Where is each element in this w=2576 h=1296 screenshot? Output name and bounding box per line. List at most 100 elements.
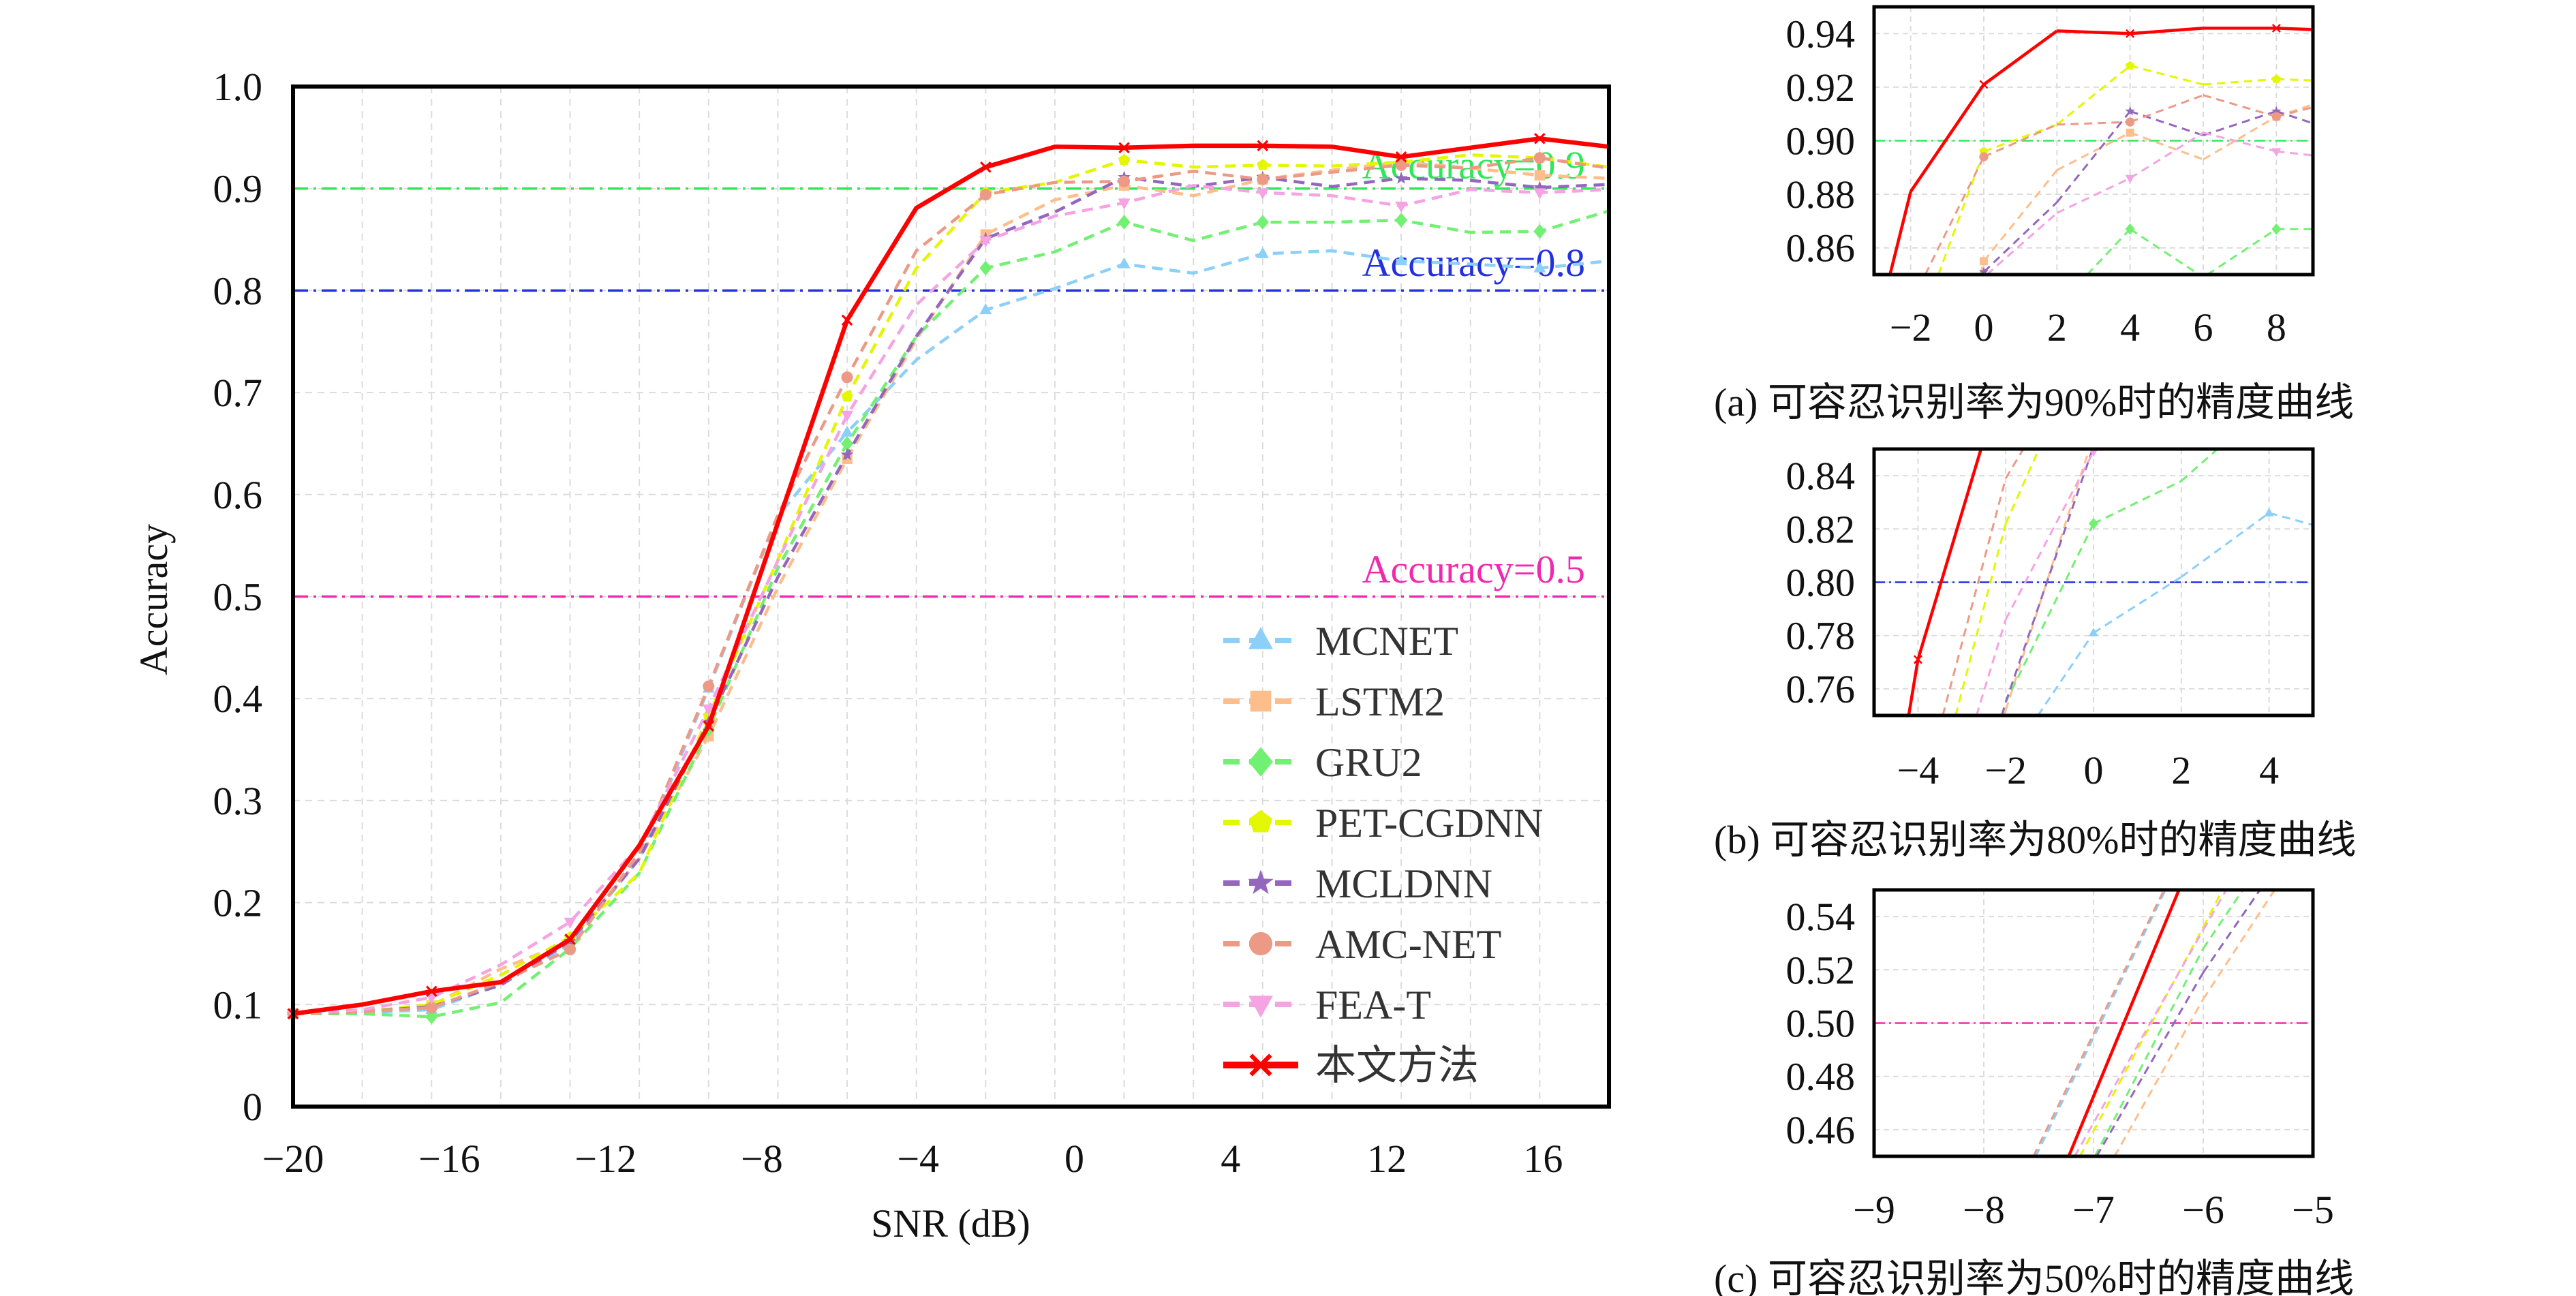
data-point-marker <box>980 161 992 173</box>
data-point-marker <box>841 425 854 437</box>
x-tick-label: −4 <box>897 1137 939 1181</box>
data-point-marker <box>564 943 577 956</box>
data-point-marker <box>2089 628 2098 636</box>
series-line-FEA-T <box>2073 889 2228 1157</box>
data-point-marker <box>1980 257 1988 266</box>
x-tick-label: 4 <box>2120 305 2140 350</box>
x-tick-label: −12 <box>574 1137 637 1181</box>
data-point-marker <box>2271 148 2282 157</box>
x-tick-label: 4 <box>1221 1137 1240 1181</box>
data-point-marker <box>1978 266 1989 277</box>
inset-caption: (c) 可容忍识别率为50%时的精度曲线 <box>1714 1256 2354 1296</box>
series-line-MCLDNN <box>1982 110 2314 275</box>
x-tick-label: 0 <box>2084 748 2104 792</box>
data-point-marker <box>840 448 854 461</box>
data-point-marker <box>2271 223 2282 235</box>
series-line-MCNET <box>2037 512 2314 716</box>
series-line-本文方法 <box>1907 448 1983 716</box>
data-point-marker <box>1395 213 1408 228</box>
y-tick-label: 0.2 <box>213 881 263 925</box>
data-point-marker <box>1257 159 1269 170</box>
legend-label: AMC-NET <box>1315 922 1501 967</box>
series-line <box>292 183 1610 1016</box>
data-point-marker <box>564 934 576 945</box>
x-tick-label: −16 <box>418 1137 480 1181</box>
data-point-marker <box>2126 117 2135 127</box>
legend-label: FEA-T <box>1315 983 1431 1028</box>
y-tick-label: 0.3 <box>213 779 263 823</box>
data-point-marker <box>1256 247 1269 258</box>
inset-caption: (a) 可容忍识别率为90%时的精度曲线 <box>1714 380 2354 425</box>
data-point-marker <box>1118 175 1131 187</box>
x-tick-label: 4 <box>2259 748 2279 792</box>
data-point-marker <box>2126 128 2134 137</box>
main-plot: 0 0.1 0.2 0.3 0.4 0.5 0.6 0.7 0.8 0.9 1.0 −20 −16 −12… <box>132 65 1611 1246</box>
plot-frame <box>1872 447 2315 718</box>
legend-marker <box>1248 810 1273 833</box>
x-tick-label: −6 <box>2182 1188 2224 1232</box>
legend-marker <box>1248 747 1273 777</box>
y-tick-label: 0.9 <box>213 167 263 211</box>
legend-marker <box>1248 869 1274 895</box>
x-tick-label: −5 <box>2292 1188 2334 1232</box>
y-tick-label: 0.88 <box>1786 172 1856 217</box>
legend-label: PET-CGDNN <box>1315 801 1543 846</box>
data-point-marker <box>1257 173 1269 185</box>
data-point-marker <box>841 436 854 451</box>
data-point-marker <box>1534 133 1546 144</box>
series-line-AMC-NET <box>1942 448 2025 716</box>
x-tick-label: 2 <box>2047 305 2067 350</box>
data-point-marker <box>1118 257 1131 268</box>
data-point-marker <box>1979 152 1989 161</box>
y-tick-label: 1.0 <box>213 65 263 109</box>
x-tick-label: −4 <box>1897 748 1939 792</box>
x-axis-label: SNR (dB) <box>871 1201 1030 1246</box>
series-line-PET-CGDNN <box>1954 448 2040 716</box>
legend-marker <box>1248 996 1273 1018</box>
legend-marker <box>1248 931 1273 956</box>
data-point-marker <box>2125 223 2135 235</box>
x-tick-label: −8 <box>1963 1188 2005 1232</box>
data-point-marker <box>1395 201 1408 213</box>
x-tick-label: 6 <box>2194 305 2213 350</box>
data-point-marker <box>425 985 438 998</box>
data-point-marker <box>1534 170 1546 181</box>
legend-item: MCLDNN <box>1223 861 1492 906</box>
inset-plot-b: −4 −2 0 2 4 0.76 0.78 0.80 0.82 0.84 (b) 可容忍识别率为80… <box>1714 447 2356 862</box>
data-point-marker <box>2126 61 2135 70</box>
legend-label: LSTM2 <box>1315 679 1445 724</box>
y-tick-label: 0.92 <box>1786 65 1856 110</box>
data-point-marker <box>841 314 853 326</box>
data-point-marker <box>1257 140 1269 152</box>
data-point-marker <box>1533 181 1546 194</box>
data-point-marker <box>2126 29 2135 38</box>
inset-plot-c: −9 −8 −7 −6 −5 0.46 0.48 0.50 0.52 0.54 (c) 可容忍识别率… <box>1714 888 2354 1296</box>
data-point-marker <box>702 704 715 716</box>
data-point-marker <box>2264 508 2274 516</box>
legend-label: 本文方法 <box>1315 1043 1479 1088</box>
series-line-PET-CGDNN <box>2079 889 2224 1157</box>
legend-marker <box>1248 627 1273 649</box>
data-point-marker <box>2271 74 2281 83</box>
legend-label: GRU2 <box>1315 740 1422 785</box>
plot-frame <box>1872 888 2315 1158</box>
series-line-MCNET <box>2034 889 2167 1157</box>
legend-marker <box>1249 1053 1272 1077</box>
data-point-marker <box>841 410 854 422</box>
legend-item: AMC-NET <box>1223 922 1501 967</box>
data-point-marker <box>979 236 992 247</box>
data-point-marker <box>979 260 992 276</box>
series-line <box>292 175 1610 1016</box>
legend-label: MCNET <box>1315 619 1458 664</box>
data-point-marker <box>2271 106 2282 116</box>
data-point-marker <box>425 1009 438 1025</box>
series-line-PET-CGDNN <box>1937 65 2314 275</box>
data-point-marker <box>2125 174 2135 184</box>
legend-marker <box>1250 690 1272 712</box>
inset-caption: (b) 可容忍识别率为80%时的精度曲线 <box>1714 818 2356 862</box>
data-point-marker <box>1395 151 1407 163</box>
plot-frame <box>1872 5 2315 277</box>
y-tick-label: 0.94 <box>1786 12 1856 56</box>
x-tick-label: −2 <box>1890 305 1932 350</box>
inset-series <box>1888 23 2314 277</box>
